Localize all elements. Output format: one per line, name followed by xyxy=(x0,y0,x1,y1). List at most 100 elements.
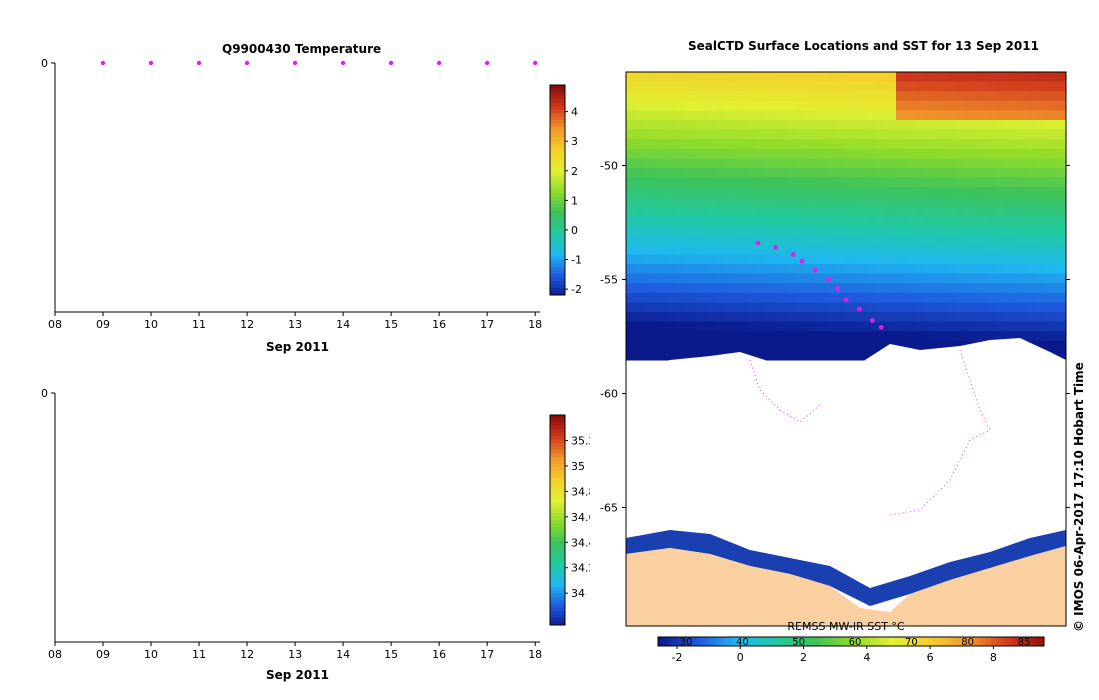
sst-cell xyxy=(666,206,677,217)
sst-cell xyxy=(646,81,657,92)
sst-cell xyxy=(926,235,937,246)
map-colorbar-segment xyxy=(744,637,751,646)
sst-cell xyxy=(706,264,717,275)
sst-cell xyxy=(886,264,897,275)
x-tick-label: 15 xyxy=(384,318,398,331)
sst-cell xyxy=(1026,264,1037,275)
sst-cell xyxy=(846,91,857,102)
sst-cell xyxy=(986,244,997,255)
sst-cell xyxy=(966,302,977,313)
sst-cell xyxy=(876,216,887,227)
sst-cell xyxy=(1046,216,1057,227)
sst-cell xyxy=(686,321,697,332)
sst-cell xyxy=(906,100,917,111)
map-colorbar-segment xyxy=(682,637,688,646)
sst-cell xyxy=(736,216,747,227)
sst-cell xyxy=(1006,168,1017,179)
sst-cell xyxy=(1026,72,1037,83)
sst-cell xyxy=(886,216,897,227)
sst-cell xyxy=(916,91,927,102)
sst-cell xyxy=(746,235,757,246)
sst-cell xyxy=(936,168,947,179)
sst-cell xyxy=(926,331,937,342)
sst-cell xyxy=(896,235,907,246)
map-colorbar-segment xyxy=(894,637,900,646)
map-colorbar-tick-label: 4 xyxy=(863,651,870,664)
sst-cell xyxy=(686,177,697,188)
map-colorbar-segment xyxy=(711,637,717,646)
sst-cell xyxy=(1046,139,1057,150)
sst-cell xyxy=(806,81,817,92)
sst-cell xyxy=(706,187,717,198)
sst-cell xyxy=(956,72,967,83)
sst-cell xyxy=(846,235,857,246)
map-y-tick-label: -60 xyxy=(600,387,618,400)
sst-cell xyxy=(866,321,877,332)
sst-cell xyxy=(946,168,957,179)
sst-cell xyxy=(816,350,827,361)
sst-cell xyxy=(736,254,747,265)
colorbar-segment xyxy=(550,583,565,587)
colorbar-segment xyxy=(550,113,565,117)
sst-cell xyxy=(716,235,727,246)
sst-cell xyxy=(836,302,847,313)
map-colorbar-segment xyxy=(1005,637,1011,646)
sst-cell xyxy=(786,168,797,179)
sst-cell xyxy=(756,91,767,102)
sst-cell xyxy=(946,187,957,198)
sst-cell xyxy=(766,331,777,342)
map-colorbar-segment xyxy=(754,637,760,646)
sst-cell xyxy=(836,139,847,150)
seal-location xyxy=(799,258,805,264)
sst-cell xyxy=(946,340,957,351)
sst-cell xyxy=(806,225,817,236)
sst-cell xyxy=(796,244,807,255)
sst-cell xyxy=(636,158,647,169)
sst-cell xyxy=(626,302,637,313)
sst-cell xyxy=(956,273,967,284)
sst-cell xyxy=(816,292,827,303)
sst-cell xyxy=(996,225,1007,236)
sst-cell xyxy=(806,129,817,140)
sst-cell xyxy=(696,312,707,323)
sst-cell xyxy=(936,331,947,342)
sst-cell xyxy=(746,292,757,303)
sst-cell xyxy=(676,129,687,140)
sst-cell xyxy=(1046,312,1057,323)
sst-cell xyxy=(996,273,1007,284)
sst-cell xyxy=(936,120,947,131)
sst-cell xyxy=(806,235,817,246)
sst-cell xyxy=(966,283,977,294)
map-colorbar-segment xyxy=(797,637,804,646)
sst-cell xyxy=(966,225,977,236)
sst-cell xyxy=(926,91,937,102)
sst-cell xyxy=(866,100,877,111)
sst-cell xyxy=(866,81,877,92)
sst-cell xyxy=(656,244,667,255)
sst-cell xyxy=(916,187,927,198)
map-colorbar-segment xyxy=(773,637,780,646)
sst-cell xyxy=(926,254,937,265)
sst-cell xyxy=(796,81,807,92)
sst-cell xyxy=(1026,206,1037,217)
station-marker xyxy=(436,60,442,66)
sst-cell xyxy=(976,187,987,198)
sst-cell xyxy=(796,264,807,275)
sst-cell xyxy=(766,340,777,351)
sst-cell xyxy=(646,292,657,303)
sst-cell xyxy=(766,273,777,284)
sst-cell xyxy=(1036,177,1047,188)
sst-cell xyxy=(1006,273,1017,284)
sst-cell xyxy=(966,158,977,169)
sst-cell xyxy=(1006,244,1017,255)
sst-cell xyxy=(776,283,787,294)
sst-cell xyxy=(646,340,657,351)
sst-cell xyxy=(826,148,837,159)
sst-cell xyxy=(946,206,957,217)
colorbar-frame xyxy=(549,84,566,296)
sst-cell xyxy=(906,91,917,102)
sst-cell xyxy=(666,302,677,313)
sst-cell xyxy=(836,283,847,294)
sst-cell xyxy=(1006,254,1017,265)
sst-cell xyxy=(1006,235,1017,246)
